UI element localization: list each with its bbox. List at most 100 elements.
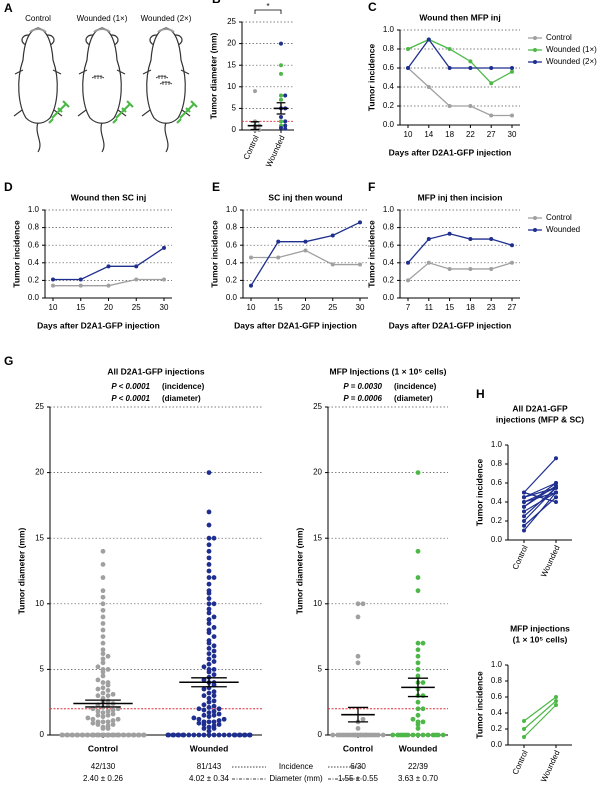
panel-label: A [4,1,13,15]
y-tick-label: 0 [40,730,45,739]
data-point [201,726,207,731]
data-point [162,245,166,250]
x-tick-label: Control [511,544,530,571]
data-point [196,706,202,712]
p-value: P < 0.0001 [111,382,150,391]
data-point [211,693,217,699]
syringe [112,100,134,124]
data-point [206,719,212,725]
y-tick-label: 25 [35,402,44,411]
data-point [279,93,283,98]
data-point [110,691,116,697]
data-point [554,483,558,488]
data-point [100,588,106,594]
y-axis-title: Tumor diameter (mm) [208,32,218,119]
data-point [279,41,283,46]
data-point [206,606,212,612]
x-tick-label: 30 [160,303,169,312]
y-axis-title: Tumor diameter (mm) [294,527,304,614]
mouse-tail [36,121,41,153]
data-point [201,693,207,699]
data-point [105,703,111,709]
data-point [211,723,217,729]
data-point [100,667,106,672]
y-tick-label: 0.8 [226,223,238,232]
data-point [440,732,446,738]
data-point [358,262,362,267]
data-point [368,732,373,738]
data-point [330,262,335,267]
data-point [211,703,217,709]
x-tick-label: 15 [76,303,85,312]
data-point [355,660,361,666]
data-point [201,686,207,692]
x-axis-title: Days after D2A1-GFP injection [389,320,512,330]
x-tick-label: 25 [328,303,337,312]
mouse-leg [141,69,191,117]
x-tick-label: 11 [425,303,434,312]
data-point [201,664,207,670]
data-point [206,568,212,574]
data-point [196,720,202,726]
data-point [211,719,217,725]
data-point [415,712,421,718]
y-tick-label: 0.8 [491,459,503,468]
data-point [211,634,217,639]
y-tick-label: 0 [318,730,323,739]
data-point [59,732,65,738]
data-point [522,727,526,731]
data-point [415,647,421,653]
panel-label: D [4,180,13,194]
data-point [64,732,70,738]
data-point [415,673,421,679]
data-point [415,726,421,731]
y-tick-label: 1.0 [491,440,503,449]
data-point [283,123,288,128]
data-point [522,495,526,500]
data-point [206,638,212,643]
pair-line [523,700,557,730]
y-tick-label: 0.6 [491,692,503,701]
data-point [100,651,106,657]
data-point [410,732,416,738]
diameter-summary: 1.55 ± 0.55 [338,774,379,783]
legend-label: Wounded (1×) [546,45,597,54]
y-tick-label: 1.0 [491,660,503,669]
mouse-label: Control [25,14,51,23]
mouse-label: Wounded (2×) [141,14,192,23]
data-point [105,680,111,685]
data-point [216,706,222,712]
data-point [554,456,558,461]
x-tick-label: 23 [487,303,496,312]
x-tick-label: 30 [356,303,365,312]
data-point [522,523,526,528]
data-point [447,231,452,236]
data-point [206,646,212,651]
data-point [211,708,217,714]
data-point [415,699,421,705]
data-point [283,93,288,98]
chart-title: MFP Injections (1 × 10⁵ cells) [330,366,447,376]
legend-marker [533,48,537,52]
data-point [100,680,106,685]
data-point [95,677,101,683]
data-point [554,703,558,707]
data-point [95,708,101,714]
data-point [206,699,212,705]
y-tick-label: 10 [35,599,44,608]
y-tick-label: 25 [313,402,322,411]
data-point [206,601,212,607]
data-point [425,732,431,738]
data-point [69,732,75,738]
data-point [211,535,217,541]
series-line [407,262,513,281]
y-tick-label: 20 [227,39,236,48]
data-point [100,601,106,607]
data-point [406,260,410,265]
data-point [121,732,127,738]
chart-title: MFP injections [510,623,570,633]
data-point [165,732,171,738]
data-point [554,490,558,495]
pair-line [523,457,557,493]
